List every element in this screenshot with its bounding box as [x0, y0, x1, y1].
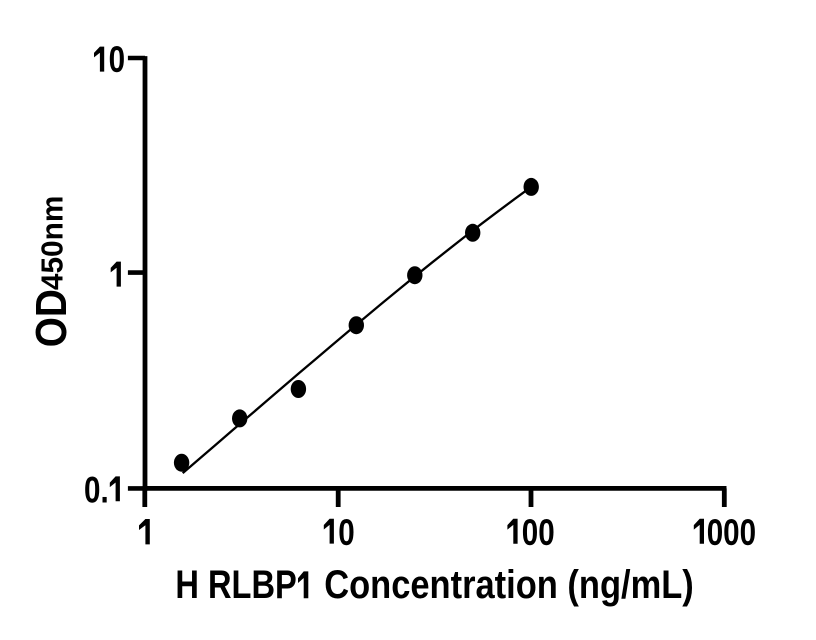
svg-text:000: 000	[707, 513, 756, 554]
svg-text:0.: 0.	[84, 470, 109, 511]
svg-text:00: 00	[522, 513, 555, 554]
svg-text:H RLBP: H RLBP	[175, 562, 296, 607]
svg-text:0: 0	[109, 40, 125, 81]
svg-text:450nm: 450nm	[36, 196, 70, 290]
svg-text:0: 0	[338, 513, 354, 554]
svg-text:Concentration (ng/mL): Concentration (ng/mL)	[324, 562, 694, 607]
svg-text:OD: OD	[26, 289, 76, 347]
